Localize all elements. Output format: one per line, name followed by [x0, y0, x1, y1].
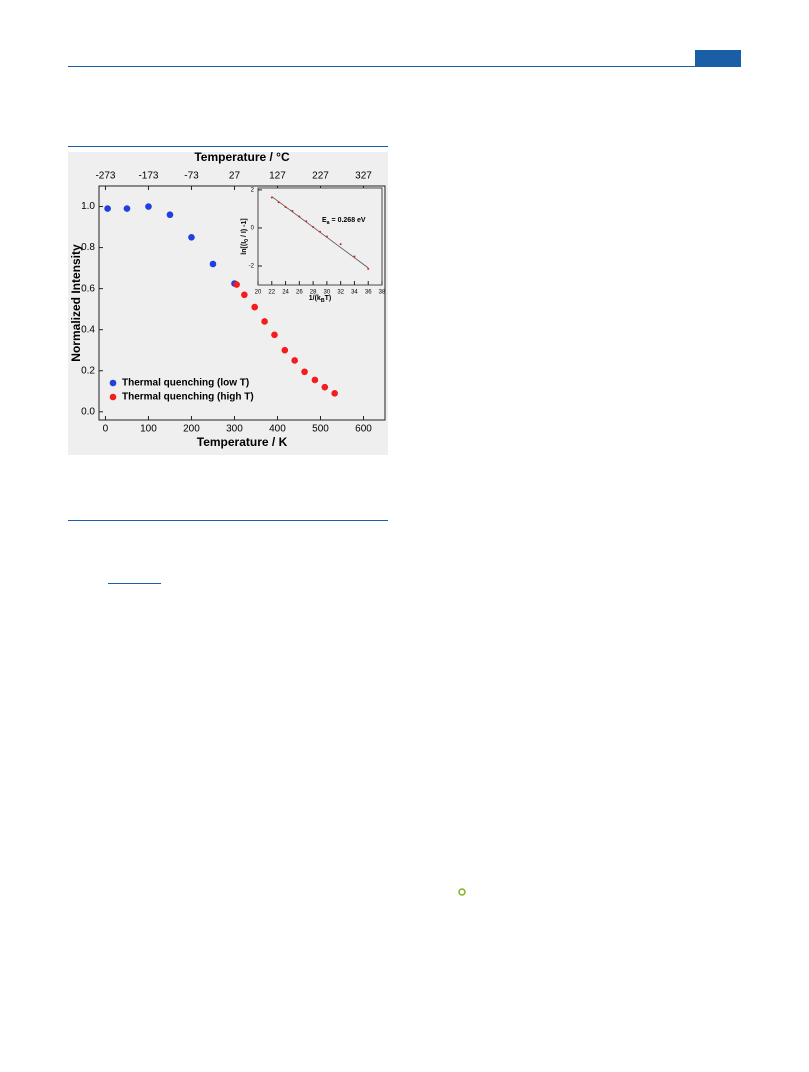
data-point	[281, 346, 289, 354]
inset-data-point	[270, 196, 273, 199]
inset-annotation-part: = 0.268 eV	[330, 217, 366, 224]
inset-data-point	[298, 215, 301, 218]
inset-y-title-part: / I) -1]	[241, 218, 248, 239]
x-tick-label: 22	[268, 290, 275, 296]
x-tick-label: 100	[140, 424, 157, 435]
data-point	[251, 303, 258, 311]
x-axis-title: Temperature / K	[197, 435, 288, 449]
x-tick-label: 30	[324, 290, 331, 296]
data-point	[261, 318, 268, 325]
inset-data-point	[339, 243, 342, 246]
x2-tick-label: -173	[138, 171, 158, 182]
inset-data-point	[319, 230, 321, 233]
data-point	[233, 281, 240, 288]
inset-x-title-part: T)	[325, 295, 332, 302]
x-tick-label: 0	[103, 424, 109, 435]
inset-y-title-part: 0	[244, 239, 250, 242]
y-tick-label: 0.2	[81, 365, 95, 376]
data-point	[188, 234, 195, 241]
data-point	[209, 260, 217, 268]
y-tick-label: 0	[251, 226, 255, 232]
x-tick-label: 400	[269, 424, 286, 435]
inset-y-title: ln[(I0 / I) -1]	[241, 218, 251, 254]
y-tick-label: -2	[249, 264, 255, 270]
inset-data-point	[325, 235, 328, 238]
inset-data-point	[277, 201, 280, 204]
y-tick-label: 0.8	[81, 242, 95, 253]
y-tick-label: 0.6	[81, 283, 95, 294]
x-tick-label: 36	[365, 290, 372, 296]
data-point	[166, 211, 174, 219]
legend-label: Thermal quenching (low T)	[122, 378, 249, 389]
x-tick-label: 20	[255, 290, 262, 296]
inset-x-title-part: 1/(k	[309, 295, 321, 302]
x-tick-label: 500	[312, 424, 329, 435]
x2-axis-title: Temperature / °C	[194, 150, 290, 164]
data-point	[271, 331, 278, 339]
header-box	[695, 50, 741, 66]
x-tick-label: 28	[310, 290, 317, 296]
x-tick-label: 24	[282, 290, 289, 296]
data-point	[145, 203, 152, 210]
plot-frame	[98, 185, 386, 421]
data-point	[241, 291, 248, 299]
inset-data-point	[284, 206, 287, 209]
x2-tick-label: 327	[355, 171, 372, 182]
y-tick-label: 0.4	[81, 324, 95, 335]
x-tick-label: 300	[226, 424, 243, 435]
legend-label: Thermal quenching (high T)	[122, 392, 254, 403]
x-tick-label: 34	[351, 290, 358, 296]
x2-tick-label: 227	[312, 171, 329, 182]
y-tick-label: 0.0	[81, 406, 95, 417]
y-axis-title: Normalized Intensity	[69, 244, 83, 362]
y-tick-label: 1.0	[81, 201, 95, 212]
data-point	[104, 205, 111, 212]
x2-tick-label: 27	[229, 171, 241, 182]
data-point	[321, 383, 329, 391]
x-tick-label: 26	[296, 290, 303, 296]
inset-data-point	[367, 267, 370, 270]
inset-x-title-part: B	[321, 298, 325, 304]
inset-data-point	[353, 255, 356, 258]
data-point	[301, 368, 308, 376]
data-point	[291, 357, 298, 364]
inset-data-point	[291, 209, 294, 212]
inset-frame	[257, 187, 383, 286]
inset-y-title-part: ln[(I	[241, 242, 248, 255]
orcid-icon	[458, 888, 466, 896]
data-point	[123, 205, 131, 212]
x2-tick-label: 127	[269, 171, 286, 182]
legend-marker	[109, 379, 117, 387]
inset-annotation-part: a	[327, 220, 330, 226]
x-tick-label: 200	[183, 424, 200, 435]
x2-tick-label: -73	[184, 171, 199, 182]
inset-data-point	[305, 220, 308, 223]
inset-data-point	[312, 225, 315, 228]
legend-marker	[109, 393, 117, 401]
data-point	[311, 376, 319, 384]
x-tick-label: 600	[355, 424, 372, 435]
x-tick-label: 38	[379, 290, 386, 296]
inset-x-title: 1/(kBT)	[309, 295, 331, 305]
inset-annotation-part: E	[322, 217, 327, 224]
data-point	[331, 390, 338, 397]
y-tick-label: 2	[251, 187, 255, 193]
x2-tick-label: -273	[95, 171, 115, 182]
x-tick-label: 32	[337, 290, 344, 296]
inset-annotation: Ea = 0.268 eV	[322, 217, 366, 227]
